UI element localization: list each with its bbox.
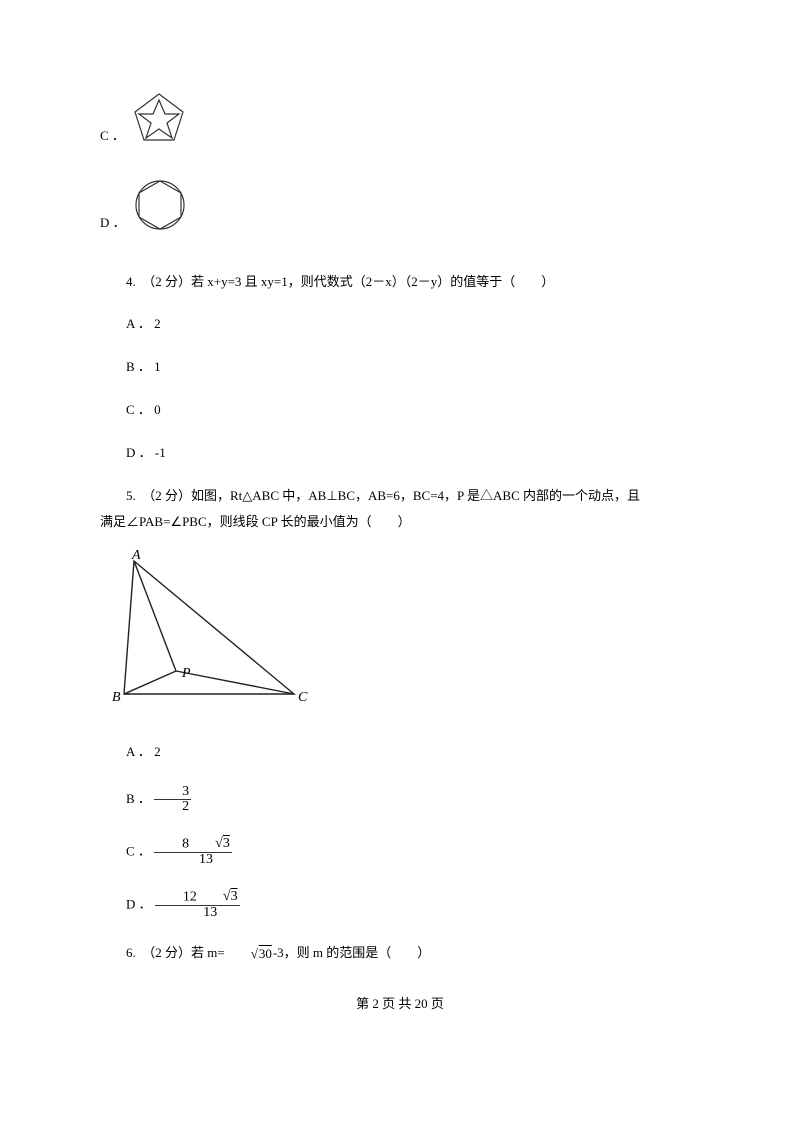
- option-prefix: C ．: [126, 844, 154, 859]
- q4-text: 4. （2 分）若 x+y=3 且 xy=1，则代数式（2－x）（2－y）的值等…: [100, 272, 700, 293]
- hexagon-circle-icon: [132, 179, 188, 238]
- label-B: B: [112, 690, 121, 705]
- option-prefix: B ．: [126, 791, 154, 806]
- fraction-icon: 12√313: [155, 890, 240, 921]
- q5-option-a: A ． 2: [100, 742, 700, 763]
- option-label: C ．: [100, 126, 125, 151]
- q4-option-b: B ． 1: [100, 357, 700, 378]
- pentagon-star-icon: [131, 90, 187, 151]
- q5-option-c: C ． 8√313: [100, 837, 700, 868]
- q5-diagram: A B C P: [104, 549, 700, 726]
- q5-line2: 满足∠PAB=∠PBC，则线段 CP 长的最小值为（ ）: [100, 512, 700, 533]
- sqrt-icon: √30: [225, 944, 273, 965]
- fraction-icon: 8√313: [154, 837, 232, 868]
- q5-line1: 5. （2 分）如图，Rt△ABC 中，AB⊥BC，AB=6，BC=4，P 是△…: [100, 486, 700, 507]
- q6-before: 6. （2 分）若 m=: [126, 945, 225, 960]
- label-P: P: [181, 666, 191, 681]
- q4-option-d: D ． -1: [100, 443, 700, 464]
- option-prefix: D ．: [126, 897, 155, 912]
- q4-option-c: C ． 0: [100, 400, 700, 421]
- q6-after: -3，则 m 的范围是（ ）: [273, 945, 430, 960]
- fraction-icon: 32: [154, 785, 191, 815]
- q3-option-d: D ．: [100, 179, 700, 238]
- q5-option-b: B ． 32: [100, 785, 700, 815]
- q6-text: 6. （2 分）若 m=√30-3，则 m 的范围是（ ）: [100, 943, 700, 964]
- option-label: D ．: [100, 213, 126, 238]
- q5-option-d: D ． 12√313: [100, 890, 700, 921]
- q3-option-c: C ．: [100, 90, 700, 151]
- q4-option-a: A ． 2: [100, 314, 700, 335]
- label-A: A: [131, 549, 141, 563]
- label-C: C: [298, 690, 308, 705]
- page-footer: 第 2 页 共 20 页: [100, 994, 700, 1015]
